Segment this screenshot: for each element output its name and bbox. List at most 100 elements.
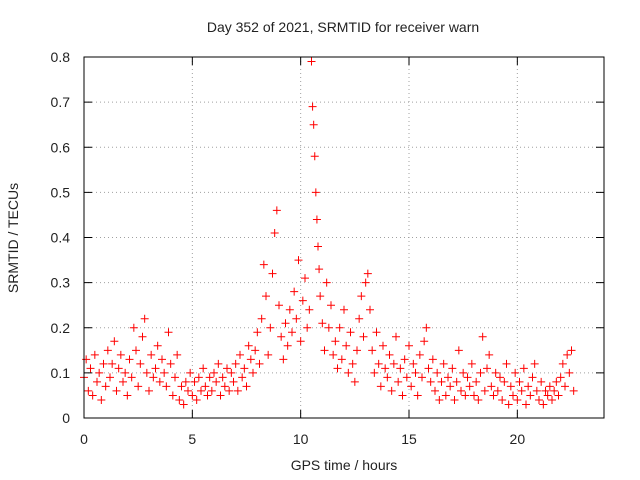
- data-point: [88, 391, 97, 400]
- data-point: [526, 391, 535, 400]
- data-points: [80, 57, 578, 409]
- data-point: [301, 274, 309, 283]
- data-point: [240, 364, 249, 373]
- data-point: [166, 359, 175, 368]
- data-point: [322, 278, 331, 287]
- data-point: [376, 382, 385, 391]
- data-point: [203, 391, 212, 400]
- data-point: [277, 332, 286, 341]
- data-point: [310, 152, 319, 161]
- data-point: [517, 386, 526, 395]
- data-point: [522, 400, 530, 409]
- x-tick-label: 20: [510, 431, 526, 447]
- data-point: [524, 382, 533, 391]
- data-point: [309, 120, 318, 129]
- data-point: [82, 355, 91, 364]
- data-point: [535, 395, 543, 404]
- data-point: [290, 287, 299, 296]
- data-point: [270, 228, 279, 237]
- data-point: [357, 292, 366, 301]
- data-point: [308, 102, 317, 111]
- data-point: [513, 395, 522, 404]
- data-point: [190, 377, 199, 386]
- y-tick-label: 0.8: [51, 49, 71, 65]
- data-point: [142, 368, 151, 377]
- data-point: [569, 386, 578, 395]
- data-point: [426, 377, 435, 386]
- data-point: [407, 382, 416, 391]
- data-point: [149, 373, 158, 382]
- data-point: [387, 386, 396, 395]
- data-point: [548, 395, 556, 404]
- y-tick-label: 0.3: [51, 275, 71, 291]
- data-point: [90, 350, 99, 359]
- data-point: [314, 242, 322, 251]
- y-tick-label: 0.4: [51, 230, 71, 246]
- data-point: [405, 341, 413, 350]
- data-point: [519, 364, 528, 373]
- y-axis-title: SRMTID / TECUs: [5, 183, 21, 293]
- data-point: [340, 305, 348, 314]
- data-point: [162, 382, 171, 391]
- data-point: [478, 332, 487, 341]
- data-point: [112, 386, 121, 395]
- data-point: [489, 391, 498, 400]
- data-point: [554, 391, 563, 400]
- data-point: [394, 377, 403, 386]
- data-point: [346, 328, 355, 337]
- data-point: [218, 373, 227, 382]
- data-point: [398, 391, 407, 400]
- data-point: [262, 292, 270, 301]
- data-point: [227, 368, 236, 377]
- data-point: [134, 382, 143, 391]
- data-point: [487, 382, 496, 391]
- y-tick-label: 0.2: [51, 320, 71, 336]
- data-point: [470, 391, 478, 400]
- data-point: [136, 359, 145, 368]
- data-point: [552, 377, 561, 386]
- data-point: [500, 377, 509, 386]
- data-point: [463, 373, 472, 382]
- data-point: [454, 346, 463, 355]
- data-point: [556, 373, 565, 382]
- data-point: [244, 341, 253, 350]
- data-point: [474, 395, 483, 404]
- x-tick-label: 10: [293, 431, 309, 447]
- data-point: [311, 188, 320, 197]
- data-point: [567, 346, 576, 355]
- axis-ticks: 0 0.1 0.2 0.3 0.4 0.5 0.6 0.7 0.8 0 5 10 15 20: [51, 49, 604, 447]
- data-point: [381, 364, 390, 373]
- data-point: [251, 346, 260, 355]
- data-point: [355, 314, 364, 323]
- y-tick-label: 0.6: [51, 139, 71, 155]
- x-tick-label: 15: [401, 431, 417, 447]
- data-point: [532, 386, 541, 395]
- data-point: [184, 386, 192, 395]
- data-point: [502, 359, 511, 368]
- data-point: [298, 296, 307, 305]
- data-point: [342, 341, 351, 350]
- data-point: [437, 377, 446, 386]
- data-point: [446, 382, 455, 391]
- data-point: [158, 355, 166, 364]
- data-point: [201, 382, 210, 391]
- data-point: [296, 337, 305, 346]
- data-point: [424, 364, 433, 373]
- data-point: [431, 386, 439, 395]
- data-point: [420, 337, 429, 346]
- data-point: [177, 382, 186, 391]
- data-point: [368, 346, 377, 355]
- data-point: [86, 364, 95, 373]
- data-point: [563, 350, 572, 359]
- data-point: [485, 350, 494, 359]
- data-point: [155, 377, 164, 386]
- data-point: [413, 391, 422, 400]
- data-point: [145, 386, 153, 395]
- data-point: [331, 337, 340, 346]
- data-point: [97, 395, 106, 404]
- y-tick-label: 0.7: [51, 94, 71, 110]
- data-point: [257, 314, 266, 323]
- data-point: [472, 377, 481, 386]
- data-point: [509, 391, 517, 400]
